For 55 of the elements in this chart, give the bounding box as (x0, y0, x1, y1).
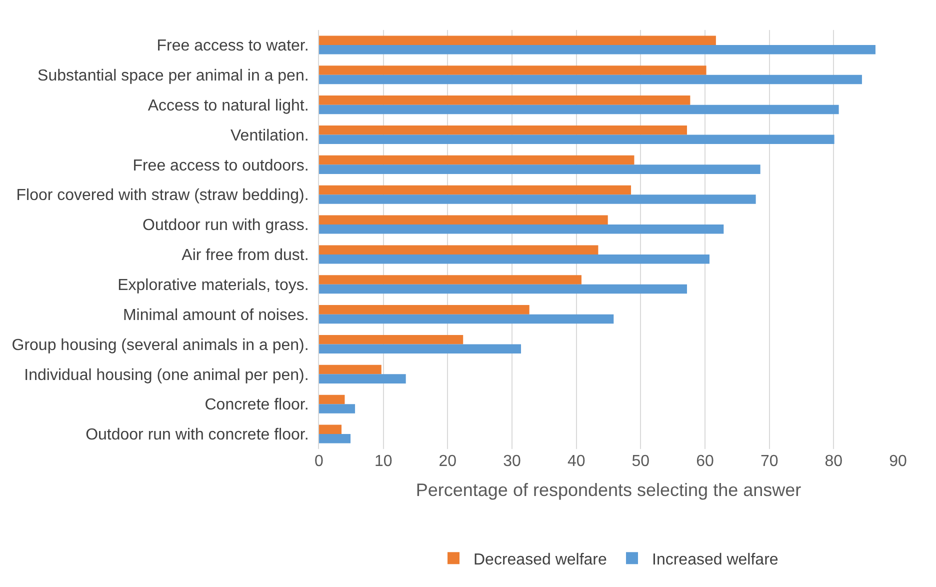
x-tick-label: 0 (314, 453, 324, 470)
bar (319, 404, 356, 414)
bar (319, 434, 351, 444)
bar (319, 66, 706, 75)
bar (319, 275, 582, 284)
bar (319, 424, 342, 434)
x-tick-label: 30 (503, 453, 521, 470)
bar (319, 125, 687, 135)
bar (319, 185, 632, 195)
bar (319, 104, 839, 114)
bar (319, 155, 634, 165)
bar (319, 36, 716, 45)
y-tick-label: Group housing (several animals in a pen). (12, 336, 309, 354)
y-tick-label: Free access to water. (156, 38, 309, 55)
bar (319, 44, 876, 54)
bar (319, 364, 382, 374)
bar (319, 334, 464, 344)
bar (319, 215, 608, 225)
y-tick-label: Outdoor run with grass. (142, 217, 309, 234)
y-tick-label: Access to natural light. (148, 97, 309, 114)
y-tick-label: Substantial space per animal in a pen. (38, 67, 309, 84)
x-tick-label: 60 (696, 453, 714, 470)
bar (319, 374, 406, 384)
x-tick-label: 80 (824, 453, 843, 470)
bar (319, 224, 724, 234)
x-tick-label: 10 (374, 453, 392, 470)
y-tick-label: Floor covered with straw (straw bedding). (16, 187, 309, 204)
bar (319, 284, 687, 294)
y-tick-label: Concrete floor. (204, 396, 309, 414)
bar (319, 74, 862, 84)
bar (319, 96, 690, 105)
y-tick-label: Individual housing (one animal per pen). (24, 366, 309, 384)
y-tick-label: Minimal amount of noises. (122, 306, 309, 324)
x-axis-title: Percentage of respondents selecting the answer (416, 480, 802, 500)
bar (319, 305, 530, 314)
x-tick-label: 20 (438, 453, 457, 470)
y-tick-label: Outdoor run with concrete floor. (86, 426, 309, 444)
y-tick-label: Free access to outdoors. (132, 157, 309, 174)
bar (319, 314, 614, 324)
x-tick-label: 90 (889, 453, 907, 470)
bar (319, 394, 345, 404)
legend-label: Increased welfare (652, 551, 778, 568)
bar (319, 164, 760, 174)
bar (319, 254, 710, 264)
bar (319, 134, 834, 144)
bar (319, 344, 522, 354)
legend-label: Decreased welfare (474, 551, 607, 568)
y-tick-label: Ventilation. (230, 127, 309, 144)
x-tick-label: 40 (567, 453, 586, 470)
y-tick-label: Explorative materials, toys. (118, 276, 309, 294)
y-tick-label: Air free from dust. (182, 247, 309, 264)
x-tick-label: 70 (760, 453, 778, 470)
x-tick-label: 50 (632, 453, 650, 470)
bar (319, 194, 756, 204)
bar (319, 245, 598, 254)
